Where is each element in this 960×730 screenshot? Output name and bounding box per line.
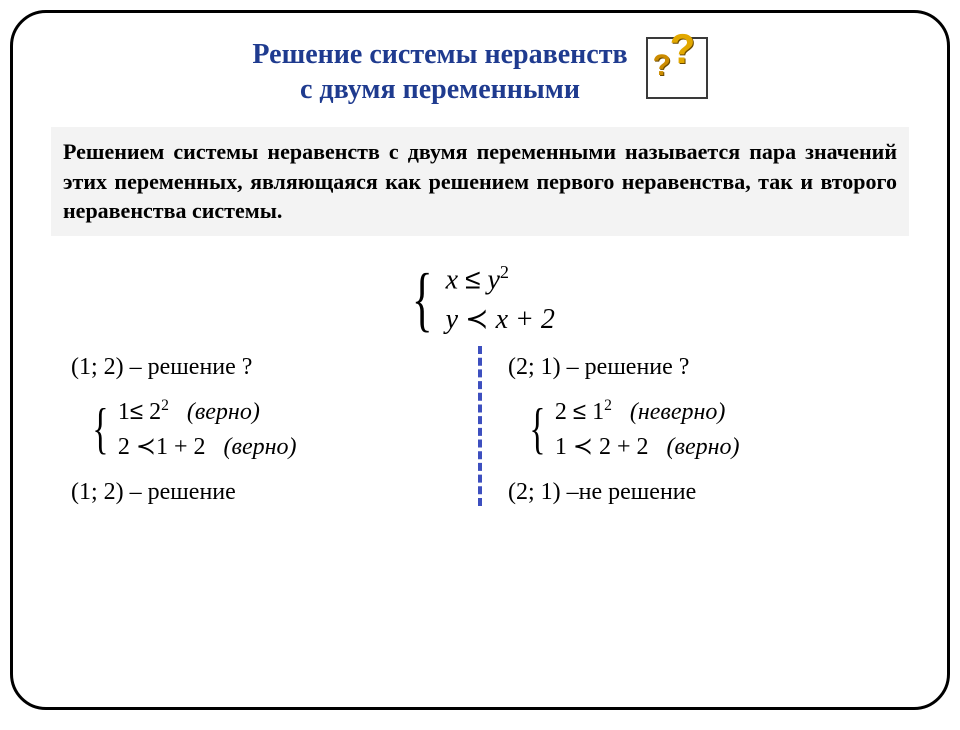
system-line-1: x ≤ y2 bbox=[446, 262, 555, 296]
examples-row: (1; 2) – решение ? { 1≤ 22 (верно) 2 ≺1 … bbox=[51, 346, 909, 506]
question-icon: ? ? bbox=[646, 37, 708, 99]
right-check: { 2 ≤ 12 (неверно) 1 ≺ 2 + 2 (верн bbox=[524, 397, 895, 461]
definition-box: Решением системы неравенств с двумя пере… bbox=[51, 127, 909, 236]
slide-title: Решение системы неравенств с двумя перем… bbox=[252, 37, 627, 107]
left-check-2: 2 ≺1 + 2 (верно) bbox=[118, 432, 297, 461]
left-question: (1; 2) – решение ? bbox=[71, 354, 458, 381]
brace-icon: { bbox=[412, 269, 433, 329]
left-check-1: 1≤ 22 (верно) bbox=[118, 397, 297, 426]
brace-icon: { bbox=[529, 405, 545, 453]
right-answer: (2; 1) –не решение bbox=[508, 479, 895, 506]
main-system: { x ≤ y2 y ≺ x + 2 bbox=[405, 262, 555, 336]
right-question: (2; 1) – решение ? bbox=[508, 354, 895, 381]
right-check-1: 2 ≤ 12 (неверно) bbox=[555, 397, 740, 426]
right-check-2: 1 ≺ 2 + 2 (верно) bbox=[555, 432, 740, 461]
title-line-2: с двумя переменными bbox=[300, 74, 580, 105]
question-mark-small: ? bbox=[653, 49, 671, 83]
system-line-2: y ≺ x + 2 bbox=[446, 302, 555, 336]
column-separator bbox=[478, 346, 482, 506]
slide-card: Решение системы неравенств с двумя перем… bbox=[10, 10, 950, 710]
left-column: (1; 2) – решение ? { 1≤ 22 (верно) 2 ≺1 … bbox=[51, 346, 472, 506]
title-line-1: Решение системы неравенств bbox=[252, 39, 627, 70]
left-answer: (1; 2) – решение bbox=[71, 479, 458, 506]
question-mark-big: ? bbox=[670, 25, 696, 73]
brace-icon: { bbox=[92, 405, 108, 453]
left-check: { 1≤ 22 (верно) 2 ≺1 + 2 (верно) bbox=[87, 397, 458, 461]
title-row: Решение системы неравенств с двумя перем… bbox=[51, 37, 909, 107]
right-column: (2; 1) – решение ? { 2 ≤ 12 (неверно) 1 bbox=[488, 346, 909, 506]
